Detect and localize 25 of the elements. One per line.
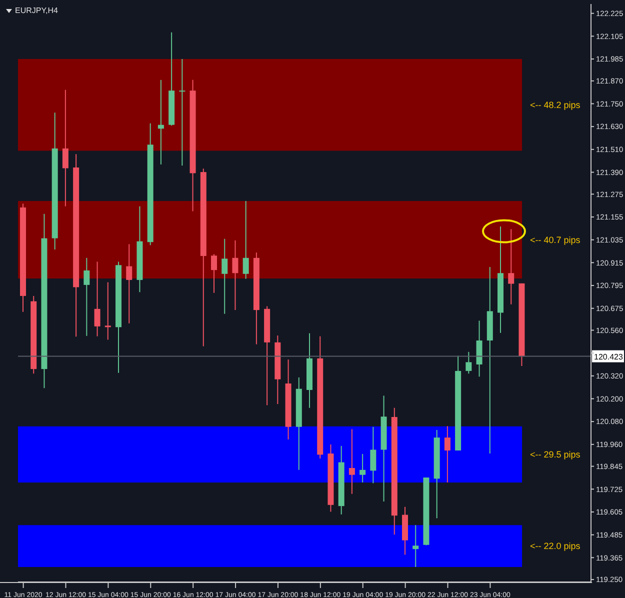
candlestick [126, 244, 132, 324]
candlestick [232, 240, 238, 311]
candlestick [94, 261, 100, 337]
candlestick [444, 426, 450, 483]
candlestick [158, 79, 164, 165]
band-label: <-- 29.5 pips [530, 450, 581, 460]
band-label: <-- 22.0 pips [530, 541, 581, 552]
candlestick [476, 320, 482, 378]
candlestick [222, 238, 228, 314]
chart-title: EURJPY,H4 [15, 6, 58, 15]
candlestick [242, 200, 249, 280]
band-label: <-- 40.7 pips [530, 234, 581, 245]
candlestick [412, 524, 419, 568]
candlestick [62, 89, 68, 207]
candlestick [348, 428, 355, 494]
band-label: <-- 48.2 pips [530, 100, 581, 110]
candlestick [179, 58, 186, 166]
candlestick [370, 426, 376, 484]
candlestick [104, 282, 111, 340]
candlestick [211, 254, 217, 294]
ref-line-label: 120.423 [594, 352, 624, 362]
candlestick [84, 257, 90, 336]
candlestick [508, 228, 514, 305]
candlestick [360, 453, 366, 483]
candlestick [466, 351, 472, 374]
